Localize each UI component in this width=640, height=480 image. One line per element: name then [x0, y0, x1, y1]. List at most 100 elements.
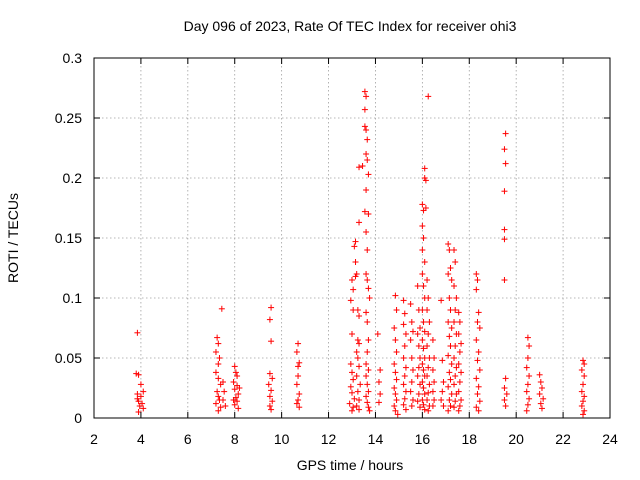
- data-point: [356, 219, 363, 226]
- data-point: [456, 349, 463, 355]
- data-point: [501, 236, 508, 243]
- data-point: [458, 397, 465, 403]
- data-point: [392, 292, 399, 299]
- data-point: [420, 345, 427, 352]
- data-points: [133, 88, 588, 418]
- data-point: [424, 373, 431, 379]
- data-point: [293, 349, 300, 355]
- data-point: [296, 391, 303, 397]
- data-point: [523, 407, 530, 414]
- data-point: [431, 379, 438, 385]
- data-point: [451, 355, 458, 361]
- data-point: [425, 331, 432, 337]
- data-point: [363, 361, 370, 367]
- data-point: [361, 106, 368, 113]
- data-point: [393, 349, 400, 355]
- data-point: [501, 188, 508, 195]
- data-point: [353, 349, 360, 355]
- data-point: [296, 359, 303, 366]
- data-point: [214, 334, 221, 341]
- data-point: [431, 355, 438, 361]
- data-point: [502, 403, 509, 409]
- data-point: [419, 247, 426, 253]
- data-point: [363, 393, 370, 400]
- data-point: [445, 352, 452, 359]
- data-point: [220, 397, 226, 403]
- data-point: [419, 201, 426, 208]
- data-point: [234, 398, 241, 405]
- data-point: [295, 363, 302, 370]
- data-point: [293, 381, 300, 388]
- data-point: [140, 388, 147, 395]
- data-point: [502, 375, 509, 382]
- data-point: [445, 271, 452, 277]
- x-axis-label: GPS time / hours: [297, 457, 404, 473]
- data-point: [365, 211, 372, 217]
- data-point: [429, 403, 436, 409]
- data-point: [414, 373, 421, 379]
- data-point: [356, 363, 363, 370]
- data-point: [402, 364, 409, 371]
- data-point: [354, 388, 361, 395]
- data-point: [391, 385, 398, 391]
- data-point: [537, 379, 544, 385]
- data-point: [363, 309, 370, 316]
- data-point: [523, 388, 530, 395]
- data-point: [221, 388, 228, 395]
- data-point: [425, 295, 432, 301]
- data-point: [401, 395, 408, 402]
- data-point: [429, 337, 436, 343]
- data-point: [354, 307, 361, 313]
- data-point: [365, 285, 372, 292]
- x-tick-label: 10: [274, 431, 290, 447]
- data-point: [401, 373, 408, 379]
- data-point: [392, 407, 399, 414]
- data-point: [424, 277, 431, 283]
- x-tick-label: 14: [368, 431, 384, 447]
- data-point: [400, 401, 407, 408]
- data-point: [409, 328, 416, 335]
- data-point: [446, 397, 453, 403]
- data-point: [351, 243, 358, 250]
- data-point: [420, 283, 427, 289]
- x-tick-label: 4: [137, 431, 145, 447]
- data-point: [503, 391, 510, 397]
- data-point: [266, 403, 273, 409]
- data-point: [501, 226, 508, 233]
- data-point: [230, 397, 237, 403]
- data-point: [408, 355, 415, 361]
- data-point: [419, 337, 426, 343]
- data-point: [408, 319, 415, 325]
- data-point: [352, 238, 359, 245]
- data-point: [354, 355, 361, 361]
- data-point: [540, 395, 547, 402]
- y-tick-labels: 0 0.05 0.1 0.15 0.2 0.25 0.3: [55, 50, 82, 426]
- data-point: [455, 331, 462, 337]
- y-tick-label: 0.2: [63, 170, 83, 186]
- data-point: [268, 304, 275, 311]
- data-point: [473, 286, 480, 293]
- y-tick-label: 0.15: [55, 230, 82, 246]
- data-point: [455, 407, 462, 414]
- x-tick-label: 24: [602, 431, 618, 447]
- data-point: [439, 357, 446, 364]
- data-point: [363, 151, 370, 157]
- data-point: [349, 331, 355, 337]
- data-point: [447, 265, 454, 271]
- data-point: [400, 355, 407, 361]
- data-point: [212, 400, 219, 407]
- data-point: [420, 367, 427, 373]
- data-point: [415, 343, 422, 349]
- data-point: [524, 381, 531, 388]
- data-point: [139, 400, 146, 407]
- data-point: [414, 331, 421, 337]
- y-tick-label: 0.05: [55, 350, 82, 366]
- data-point: [391, 403, 398, 409]
- data-point: [235, 391, 242, 397]
- data-point: [421, 165, 428, 172]
- data-point: [374, 331, 381, 337]
- data-point: [438, 297, 445, 304]
- data-point: [424, 343, 431, 349]
- data-point: [402, 331, 409, 337]
- data-point: [407, 337, 414, 343]
